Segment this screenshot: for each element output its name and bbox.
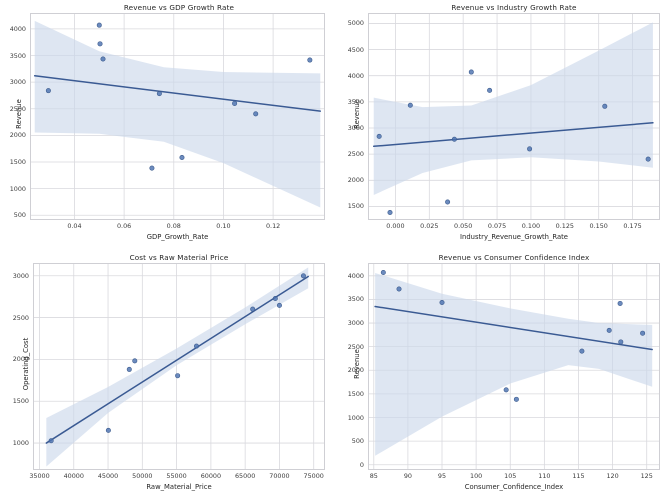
y-tick-label: 1000 bbox=[12, 439, 29, 448]
x-axis-label: GDP_Growth_Rate bbox=[146, 233, 209, 241]
x-tick-label: 60000 bbox=[200, 472, 222, 480]
x-tick-label: 50000 bbox=[132, 472, 153, 480]
y-tick-label: 3000 bbox=[9, 78, 26, 87]
y-tick-label: 3500 bbox=[347, 97, 364, 106]
x-tick-label: 90 bbox=[403, 472, 412, 480]
x-tick-label: 125 bbox=[640, 472, 653, 480]
x-tick-label: 0.10 bbox=[216, 222, 231, 230]
x-tick-label: 120 bbox=[606, 472, 619, 480]
y-tick-label: 4000 bbox=[347, 271, 364, 280]
y-tick-label: 2000 bbox=[347, 176, 364, 185]
x-tick-label: 110 bbox=[538, 472, 551, 480]
x-tick-label: 0.08 bbox=[166, 222, 181, 230]
y-axis-label: Revenue bbox=[353, 99, 361, 129]
y-tick-label: 3000 bbox=[347, 319, 364, 328]
plot-svg bbox=[369, 264, 659, 469]
plot-svg bbox=[369, 14, 659, 219]
x-tick-label: 85 bbox=[369, 472, 378, 480]
y-tick-label: 1500 bbox=[9, 158, 26, 167]
y-tick-label: 3500 bbox=[347, 295, 364, 304]
y-tick-label: 2500 bbox=[347, 342, 364, 351]
panel-title: Revenue vs GDP Growth Rate bbox=[123, 3, 235, 12]
panel-title: Revenue vs Industry Growth Rate bbox=[451, 3, 577, 12]
y-tick-label: 3000 bbox=[12, 271, 29, 280]
x-tick-label: 65000 bbox=[234, 472, 256, 480]
x-tick-label: 0.06 bbox=[116, 222, 132, 230]
y-tick-label: 0 bbox=[359, 460, 364, 469]
y-tick-label: 3500 bbox=[9, 51, 26, 60]
y-tick-label: 2500 bbox=[12, 313, 29, 322]
y-axis-label: Operating_Cost bbox=[22, 337, 30, 391]
x-tick-label: 100 bbox=[470, 472, 483, 480]
x-tick-label: 0.000 bbox=[386, 222, 405, 230]
x-tick-label: 55000 bbox=[166, 472, 187, 480]
x-tick-label: 70000 bbox=[269, 472, 290, 480]
x-tick-label: 40000 bbox=[63, 472, 84, 480]
plot-area bbox=[33, 263, 325, 470]
y-tick-label: 500 bbox=[13, 211, 26, 220]
x-tick-label: 0.050 bbox=[454, 222, 473, 230]
x-tick-label: 0.04 bbox=[67, 222, 82, 230]
x-tick-label: 0.12 bbox=[265, 222, 281, 230]
x-tick-label: 105 bbox=[504, 472, 517, 480]
y-tick-label: 5000 bbox=[347, 19, 364, 28]
y-tick-label: 1500 bbox=[347, 202, 364, 211]
plot-svg bbox=[34, 264, 324, 469]
panel-title: Cost vs Raw Material Price bbox=[129, 253, 229, 262]
y-tick-label: 1500 bbox=[12, 397, 29, 406]
x-axis-label: Industry_Revenue_Growth_Rate bbox=[460, 233, 568, 241]
y-tick-label: 3000 bbox=[347, 124, 364, 132]
x-tick-label: 0.125 bbox=[555, 222, 574, 230]
x-tick-label: 115 bbox=[572, 472, 585, 480]
y-tick-label: 4000 bbox=[9, 24, 26, 33]
y-tick-label: 2500 bbox=[347, 150, 364, 159]
y-tick-label: 1000 bbox=[347, 413, 364, 422]
panel-revenue-vs-gdp-growth-rate: Revenue vs GDP Growth Rate Revenue GDP_G… bbox=[0, 0, 334, 250]
y-tick-label: 1500 bbox=[347, 389, 364, 398]
y-tick-label: 2000 bbox=[12, 355, 29, 364]
y-tick-label: 4500 bbox=[347, 45, 364, 54]
panel-title: Revenue vs Consumer Confidence Index bbox=[438, 253, 590, 262]
y-tick-label: 1000 bbox=[9, 184, 26, 193]
x-tick-label: 0.025 bbox=[420, 222, 439, 230]
plot-svg bbox=[31, 14, 324, 219]
panel-cost-vs-raw-material-price: Cost vs Raw Material Price Operating_Cos… bbox=[0, 250, 334, 500]
x-tick-label: 0.075 bbox=[487, 222, 507, 230]
y-tick-label: 2500 bbox=[9, 104, 26, 113]
x-axis-label: Consumer_Confidence_Index bbox=[464, 483, 564, 491]
x-tick-label: 35000 bbox=[29, 472, 50, 480]
x-tick-label: 95 bbox=[437, 472, 447, 480]
plot-area bbox=[368, 263, 660, 470]
plot-area bbox=[30, 13, 325, 220]
x-tick-label: 0.100 bbox=[521, 222, 541, 230]
x-tick-label: 75000 bbox=[303, 472, 324, 480]
x-axis-label: Raw_Material_Price bbox=[146, 483, 212, 491]
panel-revenue-vs-consumer-confidence-index: Revenue vs Consumer Confidence Index Rev… bbox=[335, 250, 669, 500]
y-tick-label: 2000 bbox=[347, 366, 364, 375]
y-tick-label: 4000 bbox=[347, 71, 364, 80]
x-tick-label: 0.150 bbox=[589, 222, 608, 230]
x-tick-label: 0.175 bbox=[623, 222, 642, 230]
y-tick-label: 500 bbox=[351, 437, 364, 446]
plot-area bbox=[368, 13, 660, 220]
x-tick-label: 45000 bbox=[97, 472, 119, 480]
y-tick-label: 2000 bbox=[9, 131, 26, 140]
panel-revenue-vs-industry-growth-rate: Revenue vs Industry Growth Rate Revenue … bbox=[335, 0, 669, 250]
